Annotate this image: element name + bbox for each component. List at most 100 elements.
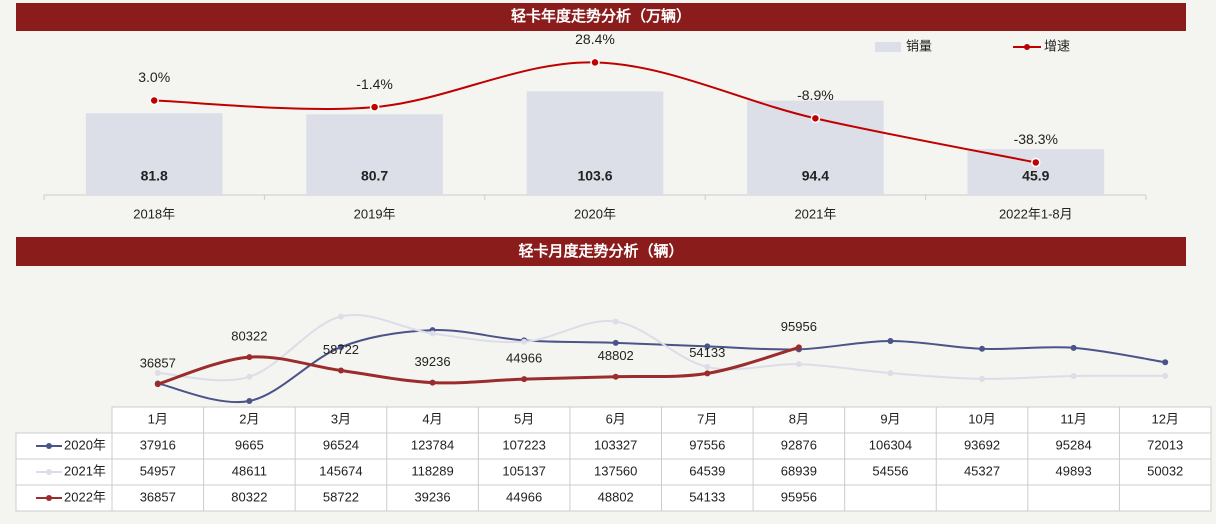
data-label: 36857 [140, 356, 176, 371]
data-label: 45.9 [1022, 168, 1049, 184]
data-label: -8.9% [797, 87, 834, 103]
table-cell: 96524 [323, 437, 359, 452]
point [429, 330, 436, 337]
chart-title: 轻卡年度走势分析（万辆） [511, 7, 691, 25]
data-label: 95956 [781, 319, 817, 334]
table-cell: 68939 [781, 463, 817, 478]
point [521, 338, 528, 345]
point [704, 343, 711, 350]
column-header: 1月 [148, 411, 168, 426]
point [521, 376, 528, 383]
row-header: 2020年 [64, 437, 106, 452]
data-label: 48802 [598, 348, 634, 363]
point [246, 373, 253, 380]
series-line [157, 345, 800, 386]
legend-swatch [1024, 44, 1030, 50]
column-header: 4月 [422, 411, 442, 426]
table-cell: 37916 [140, 437, 176, 452]
point [337, 313, 344, 320]
point [1162, 359, 1169, 366]
point [810, 113, 821, 124]
column-header: 3月 [331, 411, 351, 426]
table-cell: 145674 [319, 463, 362, 478]
data-label: 39236 [414, 354, 450, 369]
point [1031, 157, 1041, 168]
x-tick-label: 2022年1-8月 [999, 206, 1073, 221]
table-cell: 105137 [502, 463, 545, 478]
point [979, 345, 986, 352]
column-header: 10月 [968, 411, 995, 426]
point [337, 367, 344, 374]
data-label: 54133 [689, 345, 725, 360]
table-cell: 50032 [1147, 463, 1183, 478]
table-cell: 95284 [1056, 437, 1092, 452]
table-cell: 9665 [235, 437, 264, 452]
series-line [157, 314, 1166, 382]
table-cell: 80322 [231, 489, 267, 504]
legend-swatch [875, 42, 901, 52]
table-cell: 48611 [232, 463, 267, 478]
data-label: 94.4 [802, 168, 829, 184]
table-cell: 106304 [869, 437, 912, 452]
point [704, 370, 711, 377]
point [887, 370, 894, 377]
bar [306, 114, 443, 195]
table-cell: 49893 [1056, 463, 1092, 478]
column-header: 2月 [239, 411, 259, 426]
point [612, 318, 619, 325]
bar [967, 149, 1105, 195]
legend-label: 增速 [1044, 38, 1070, 53]
column-header: 5月 [514, 411, 534, 426]
table-cell: 118289 [411, 463, 453, 478]
x-tick-label: 2019年 [354, 206, 396, 221]
point [590, 57, 600, 68]
legend-swatch [46, 495, 52, 501]
point [429, 379, 436, 386]
table-cell: 54133 [689, 489, 725, 504]
point [612, 373, 619, 380]
table-cell: 123784 [411, 437, 454, 452]
point [795, 361, 802, 368]
column-header: 9月 [880, 411, 900, 426]
data-label: 58722 [323, 342, 359, 357]
table-cell: 103327 [594, 437, 637, 452]
x-tick-label: 2018年 [133, 206, 175, 221]
column-header: 6月 [606, 411, 626, 426]
point [795, 344, 802, 351]
point [887, 337, 894, 344]
point [1162, 372, 1169, 379]
column-header: 8月 [789, 411, 809, 426]
point [369, 102, 380, 112]
point [149, 95, 159, 106]
data-label: 44966 [506, 351, 542, 366]
point [246, 354, 253, 361]
table-cell: 97556 [689, 437, 725, 452]
table-cell: 72013 [1147, 437, 1183, 452]
point [612, 339, 619, 346]
point [979, 375, 986, 382]
table-cell: 44966 [506, 489, 542, 504]
table-cell: 36857 [140, 489, 176, 504]
column-header: 12月 [1151, 411, 1178, 426]
table-cell: 39236 [414, 489, 450, 504]
table-cell: 54957 [140, 463, 176, 478]
bar [85, 113, 223, 195]
table-cell: 48802 [598, 489, 634, 504]
column-header: 11月 [1060, 411, 1087, 426]
data-label: 80322 [231, 329, 267, 344]
x-tick-label: 2020年 [574, 206, 616, 221]
table-cell: 107223 [502, 437, 545, 452]
bar [526, 91, 664, 195]
point [704, 363, 711, 370]
legend-label: 销量 [906, 38, 932, 53]
data-label: 3.0% [138, 69, 170, 85]
table-cell: 45327 [964, 463, 1000, 478]
table-cell: 95956 [781, 489, 817, 504]
data-label: 81.8 [141, 168, 168, 184]
table-cell: 58722 [323, 489, 359, 504]
data-label: -38.3% [1014, 131, 1058, 147]
title-bar [16, 3, 1186, 31]
point [1070, 344, 1077, 351]
table-cell: 54556 [872, 463, 908, 478]
point [337, 344, 344, 351]
